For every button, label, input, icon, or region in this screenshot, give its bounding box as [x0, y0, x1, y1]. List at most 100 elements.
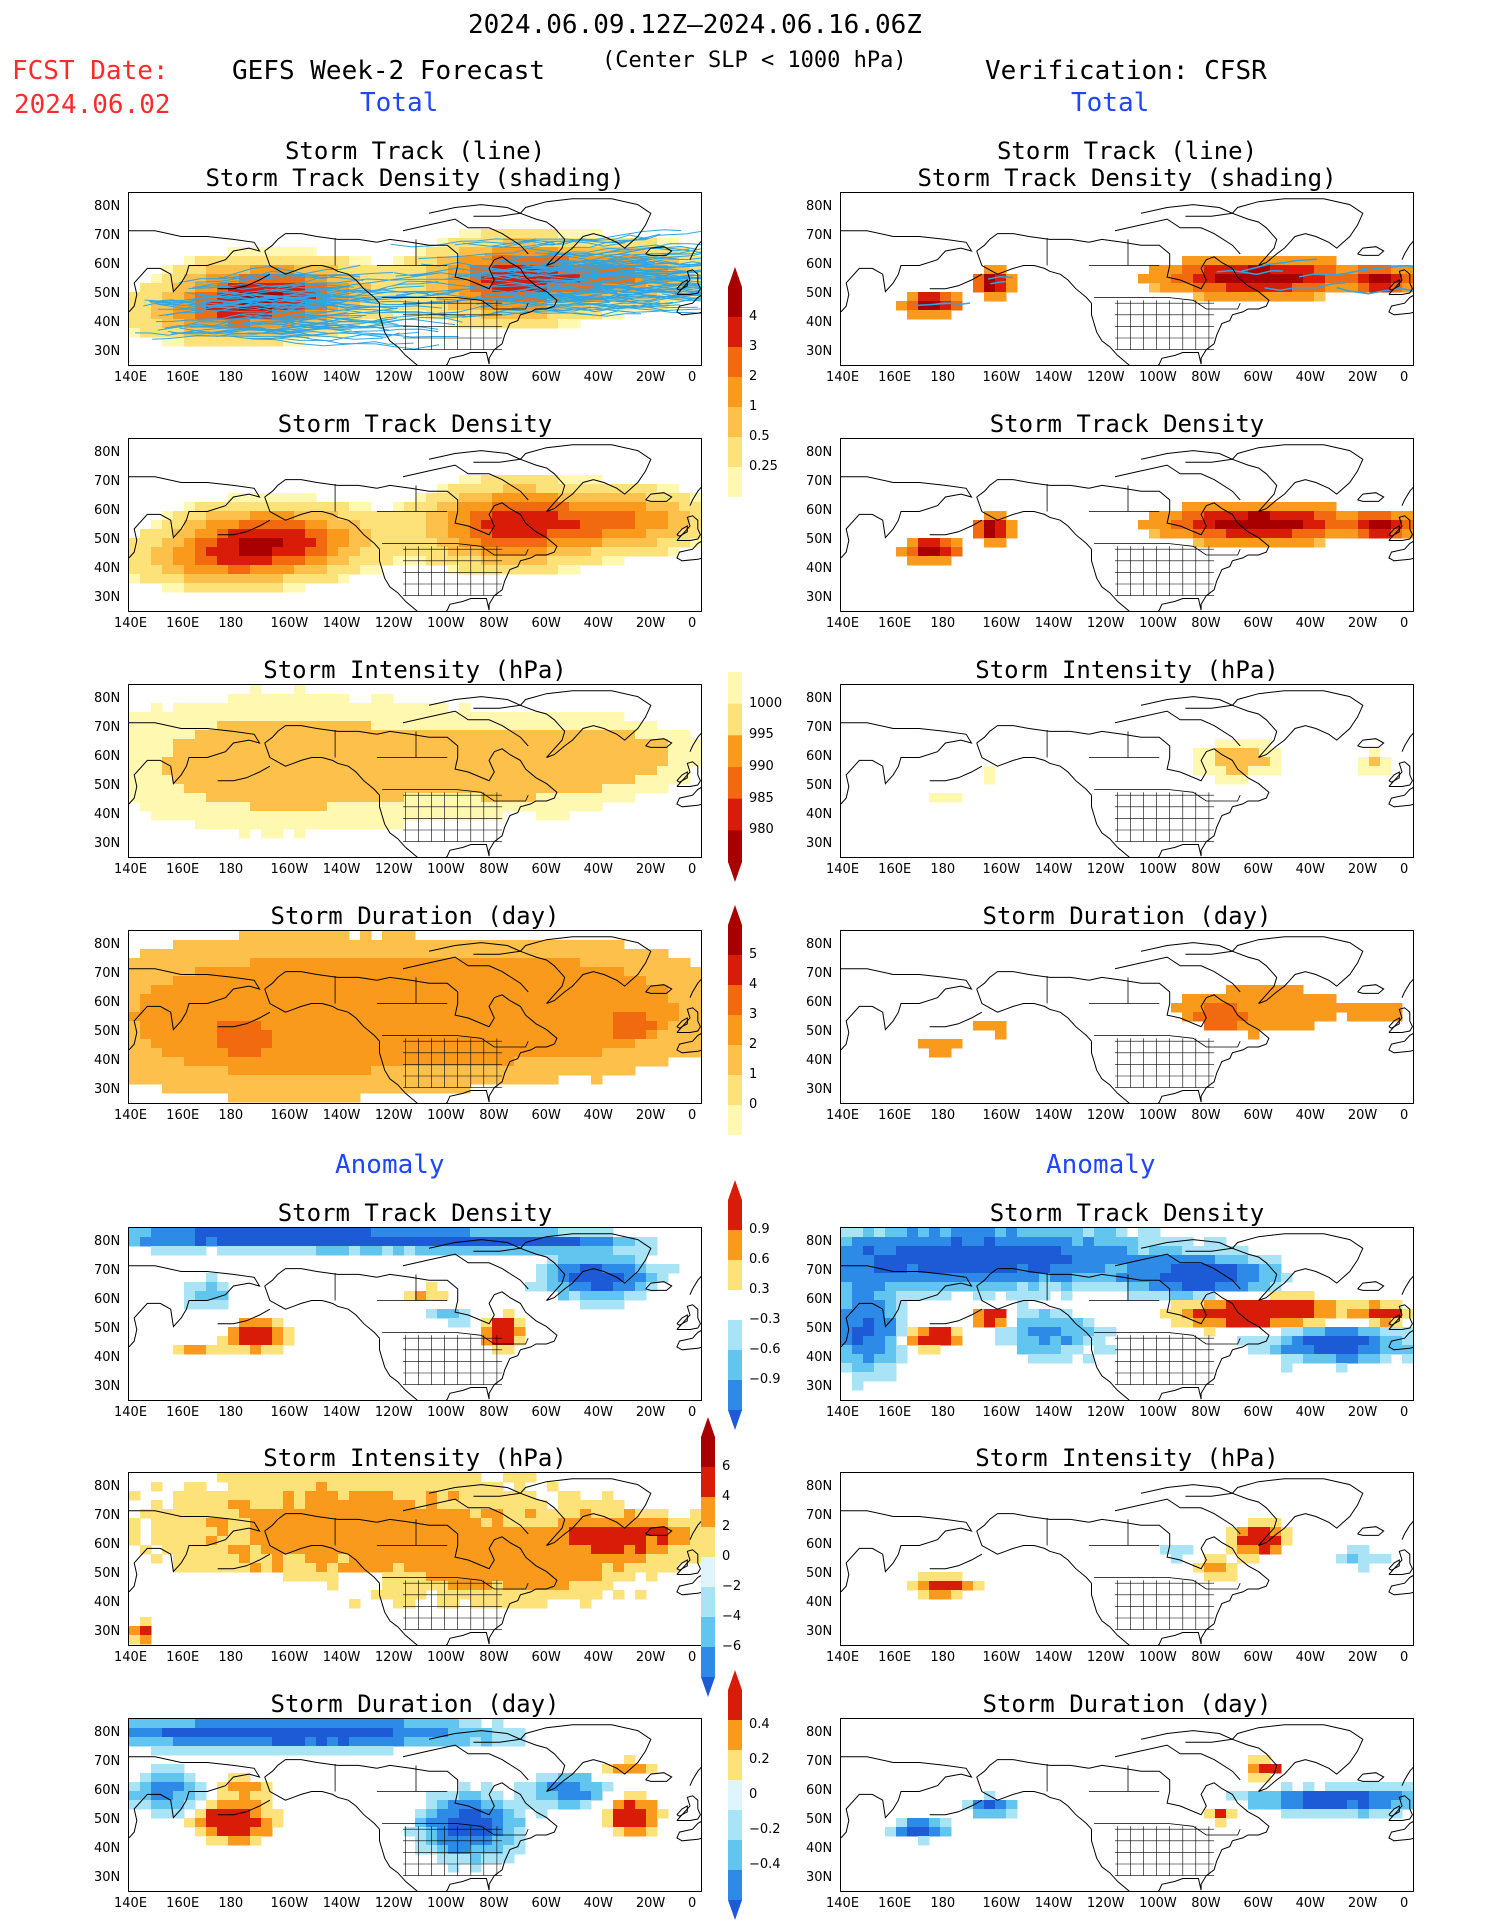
- shading-cell: [668, 958, 680, 968]
- shading-cell: [129, 1626, 141, 1636]
- shading-cell: [459, 1545, 471, 1555]
- shading-cell: [239, 292, 251, 302]
- shading-cell: [426, 511, 438, 521]
- shading-cell: [470, 493, 482, 503]
- shading-cell: [1292, 511, 1304, 521]
- shading-cell: [305, 793, 317, 803]
- shading-cell: [1248, 511, 1260, 521]
- shading-cell: [327, 256, 339, 266]
- shading-cell: [1314, 1300, 1326, 1310]
- shading-cell: [349, 793, 361, 803]
- shading-cell: [437, 976, 449, 986]
- shading-cell: [426, 985, 438, 995]
- shading-cell: [668, 283, 680, 293]
- shading-cell: [481, 1554, 493, 1564]
- shading-cell: [973, 1246, 985, 1256]
- shading-cell: [360, 1021, 372, 1031]
- shading-cell: [547, 1255, 559, 1265]
- shading-cell: [624, 766, 636, 776]
- shading-cell: [973, 1237, 985, 1247]
- shading-cell: [1369, 1318, 1381, 1328]
- shading-cell: [217, 1075, 229, 1085]
- shading-cell: [162, 784, 174, 794]
- storm-track-line: [264, 288, 465, 294]
- shading-cell: [448, 1599, 460, 1609]
- shading-cell: [1237, 256, 1249, 266]
- shading-cell: [613, 1003, 625, 1013]
- shading-cell: [624, 1030, 636, 1040]
- shading-cell: [360, 265, 372, 275]
- shading-cell: [272, 730, 284, 740]
- shading-cell: [195, 775, 207, 785]
- shading-cell: [1281, 1336, 1293, 1346]
- shading-cell: [272, 1066, 284, 1076]
- shading-cell: [206, 1545, 218, 1555]
- shading-cell: [316, 502, 328, 512]
- lon-tick-label: 180: [930, 616, 956, 631]
- shading-cell: [1292, 274, 1304, 284]
- shading-cell: [547, 229, 559, 239]
- shading-cell: [1127, 1264, 1139, 1274]
- shading-cell: [327, 1012, 339, 1022]
- shading-cell: [338, 529, 350, 539]
- shading-cell: [525, 949, 537, 959]
- shading-cell: [1281, 1003, 1293, 1013]
- shading-cell: [283, 802, 295, 812]
- shading-cell: [272, 793, 284, 803]
- shading-cell: [294, 703, 306, 713]
- shading-cell: [1017, 1237, 1029, 1247]
- shading-cell: [852, 1264, 864, 1274]
- shading-cell: [1017, 1282, 1029, 1292]
- shading-cell: [635, 502, 647, 512]
- shading-cell: [184, 511, 196, 521]
- shading-cell: [206, 1030, 218, 1040]
- shading-cell: [481, 1509, 493, 1519]
- lat-tick-label: 30N: [806, 835, 833, 851]
- shading-cell: [525, 1527, 537, 1537]
- storm-track-line: [608, 248, 701, 261]
- shading-cell: [250, 1527, 262, 1537]
- shading-cell: [569, 1030, 581, 1040]
- shading-cell: [1369, 1012, 1381, 1022]
- shading-cell: [305, 1246, 317, 1256]
- shading-cell: [228, 1518, 240, 1528]
- shading-cell: [525, 976, 537, 986]
- shading-cell: [239, 1093, 251, 1103]
- shading-cell: [558, 748, 570, 758]
- shading-cell: [1149, 1246, 1161, 1256]
- shading-cell: [1380, 1345, 1392, 1355]
- shading-cell: [701, 1039, 702, 1049]
- shading-cell: [217, 520, 229, 530]
- shading-cell: [668, 739, 680, 749]
- coastline: [217, 765, 271, 782]
- shading-cell: [1171, 1282, 1183, 1292]
- coastline: [1388, 295, 1413, 316]
- shading-cell: [459, 721, 471, 731]
- shading-cell: [591, 730, 603, 740]
- shading-cell: [195, 319, 207, 329]
- shading-cell: [261, 748, 273, 758]
- shading-cell: [283, 1518, 295, 1528]
- shading-cell: [371, 949, 383, 959]
- storm-track-line: [517, 290, 701, 296]
- shading-cell: [250, 556, 262, 566]
- shading-cell: [349, 1473, 361, 1483]
- shading-cell: [863, 1246, 875, 1256]
- shading-cell: [371, 283, 383, 293]
- shading-cell: [250, 1473, 262, 1483]
- lon-tick-label: 180: [930, 370, 956, 385]
- shading-cell: [228, 694, 240, 704]
- shading-cell: [151, 712, 163, 722]
- shading-cell: [514, 784, 526, 794]
- shading-cell: [404, 1291, 416, 1301]
- shading-cell: [316, 1021, 328, 1031]
- shading-cell: [1281, 274, 1293, 284]
- shading-cell: [690, 265, 701, 275]
- shading-cell: [162, 1012, 174, 1022]
- shading-cell: [206, 994, 218, 1004]
- shading-cell: [228, 739, 240, 749]
- shading-cell: [514, 775, 526, 785]
- lat-tick-label: 80N: [94, 198, 121, 214]
- shading-cell: [415, 274, 427, 284]
- shading-cell: [162, 730, 174, 740]
